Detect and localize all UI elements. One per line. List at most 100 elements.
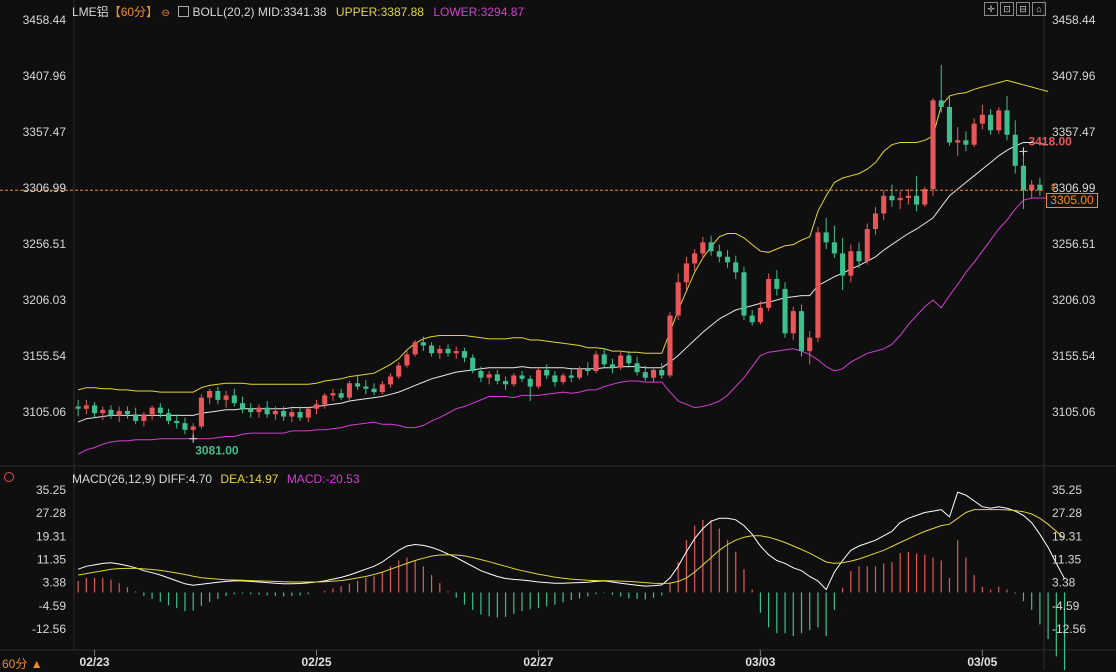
candle-body — [552, 375, 558, 383]
candle-body — [157, 407, 163, 414]
y-tick-left: 3206.03 — [23, 293, 67, 307]
macd-y-tick-left: 11.35 — [37, 552, 66, 566]
candle-body — [387, 376, 394, 385]
y-tick-right: 3105.06 — [1052, 405, 1096, 419]
candle-body — [453, 351, 459, 354]
candle-body — [215, 390, 221, 400]
last-price-tag: 3305.00 — [1046, 193, 1098, 208]
indicator-toggle-icon[interactable]: ⊡ — [1000, 2, 1014, 16]
macd-y-tick-left: -4.59 — [39, 599, 67, 613]
candle-body — [650, 369, 657, 378]
candle-body — [92, 405, 98, 414]
candle-body — [881, 195, 887, 214]
candle-body — [988, 114, 994, 131]
candle-body — [683, 263, 689, 283]
candle-body — [618, 355, 624, 368]
candle-body — [420, 342, 426, 346]
candle-body — [256, 407, 262, 413]
price-annotation: 3081.00 — [195, 444, 239, 458]
x-tick-label: 02/25 — [301, 655, 331, 669]
candle-body — [182, 423, 188, 430]
candle-body — [971, 123, 977, 145]
main-panel: 3418.00 3081.00 — [0, 64, 1072, 458]
candle-body — [1012, 134, 1018, 166]
y-tick-left: 3357.47 — [23, 125, 67, 139]
candle-body — [716, 251, 722, 257]
candle-body — [371, 388, 377, 393]
candle-body — [872, 213, 879, 230]
candle-body — [207, 390, 213, 398]
candle-body — [700, 242, 706, 254]
candle-body — [938, 100, 944, 108]
candle-body — [708, 242, 714, 252]
candle-body — [930, 100, 936, 190]
candle-body — [141, 414, 147, 421]
candle-body — [248, 408, 254, 413]
boll-lower-line — [77, 197, 1049, 455]
y-tick-right: 3357.47 — [1052, 125, 1096, 139]
up-arrow-icon: ⇞ — [1049, 183, 1058, 194]
boll-upper-line — [77, 79, 1049, 393]
y-tick-right: 3206.03 — [1052, 293, 1096, 307]
candle-body — [83, 405, 89, 409]
macd-y-tick-right: 11.35 — [1052, 552, 1081, 566]
candle-body — [782, 288, 788, 334]
candle-body — [848, 251, 854, 276]
candle-body — [108, 409, 114, 416]
candle-body — [346, 383, 352, 398]
candle-body — [585, 368, 591, 372]
y-tick-left: 3306.99 — [23, 181, 67, 195]
candle-body — [634, 363, 640, 373]
candle-body — [272, 410, 278, 415]
candle-body — [979, 114, 985, 124]
candle-body — [1020, 165, 1026, 191]
candle-body — [264, 407, 270, 415]
candle-body — [445, 348, 451, 354]
candle-body — [355, 383, 361, 387]
candle-body — [577, 368, 583, 378]
candle-body — [494, 374, 500, 382]
x-tick-label: 02/27 — [523, 655, 553, 669]
candle-body — [889, 195, 895, 201]
y-tick-left: 3458.44 — [23, 13, 67, 27]
candle-body — [823, 232, 829, 243]
candle-body — [535, 369, 541, 387]
drawing-icon[interactable]: ⊟ — [1016, 2, 1030, 16]
candle-body — [544, 369, 550, 376]
axes-layer: 3458.44 3458.44 3407.96 3407.96 3357.47 3357.… — [23, 13, 1096, 669]
y-tick-right: 3306.99 — [1052, 181, 1096, 195]
indicator-icon[interactable] — [178, 6, 190, 17]
candle-body — [642, 372, 648, 378]
candle-body — [692, 253, 698, 264]
candle-body — [486, 374, 492, 378]
candle-body — [313, 404, 320, 409]
main-legend: LME铝【60分】 ⊖ BOLL(20,2) MID:3341.38 UPPER… — [72, 3, 524, 20]
candle-body — [133, 414, 139, 421]
candle-body — [840, 253, 846, 276]
boll-mid: MID:3341.38 — [257, 5, 327, 19]
record-icon[interactable] — [4, 472, 14, 482]
candle-body — [297, 412, 303, 418]
candle-body — [774, 278, 780, 289]
candle-body — [560, 375, 566, 383]
settings-icon[interactable]: ⊖ — [161, 8, 170, 19]
period-button[interactable]: 60分 ▲ — [2, 657, 43, 671]
candle-body — [116, 410, 122, 416]
crosshair-icon[interactable]: ✛ — [984, 2, 998, 16]
macd-y-tick-right: 35.25 — [1052, 483, 1082, 497]
macd-y-tick-left: 27.28 — [36, 506, 66, 520]
candle-body — [807, 337, 813, 352]
candle-body — [231, 395, 237, 404]
candle-body — [626, 355, 632, 364]
home-icon[interactable]: ⌂ — [1032, 2, 1046, 16]
macd-legend: MACD(26,12,9) DIFF:4.70 DEA:14.97 MACD:-… — [72, 472, 360, 486]
y-tick-left: 3105.06 — [23, 405, 67, 419]
candle-body — [749, 315, 755, 323]
macd-y-tick-right: 27.28 — [1052, 506, 1082, 520]
candle-body — [527, 378, 533, 387]
macd-y-tick-left: -12.56 — [32, 622, 66, 636]
price-annotation: 3418.00 — [1028, 134, 1072, 148]
y-tick-left: 3256.51 — [23, 237, 67, 251]
boll-label: BOLL(20,2) — [192, 5, 255, 19]
